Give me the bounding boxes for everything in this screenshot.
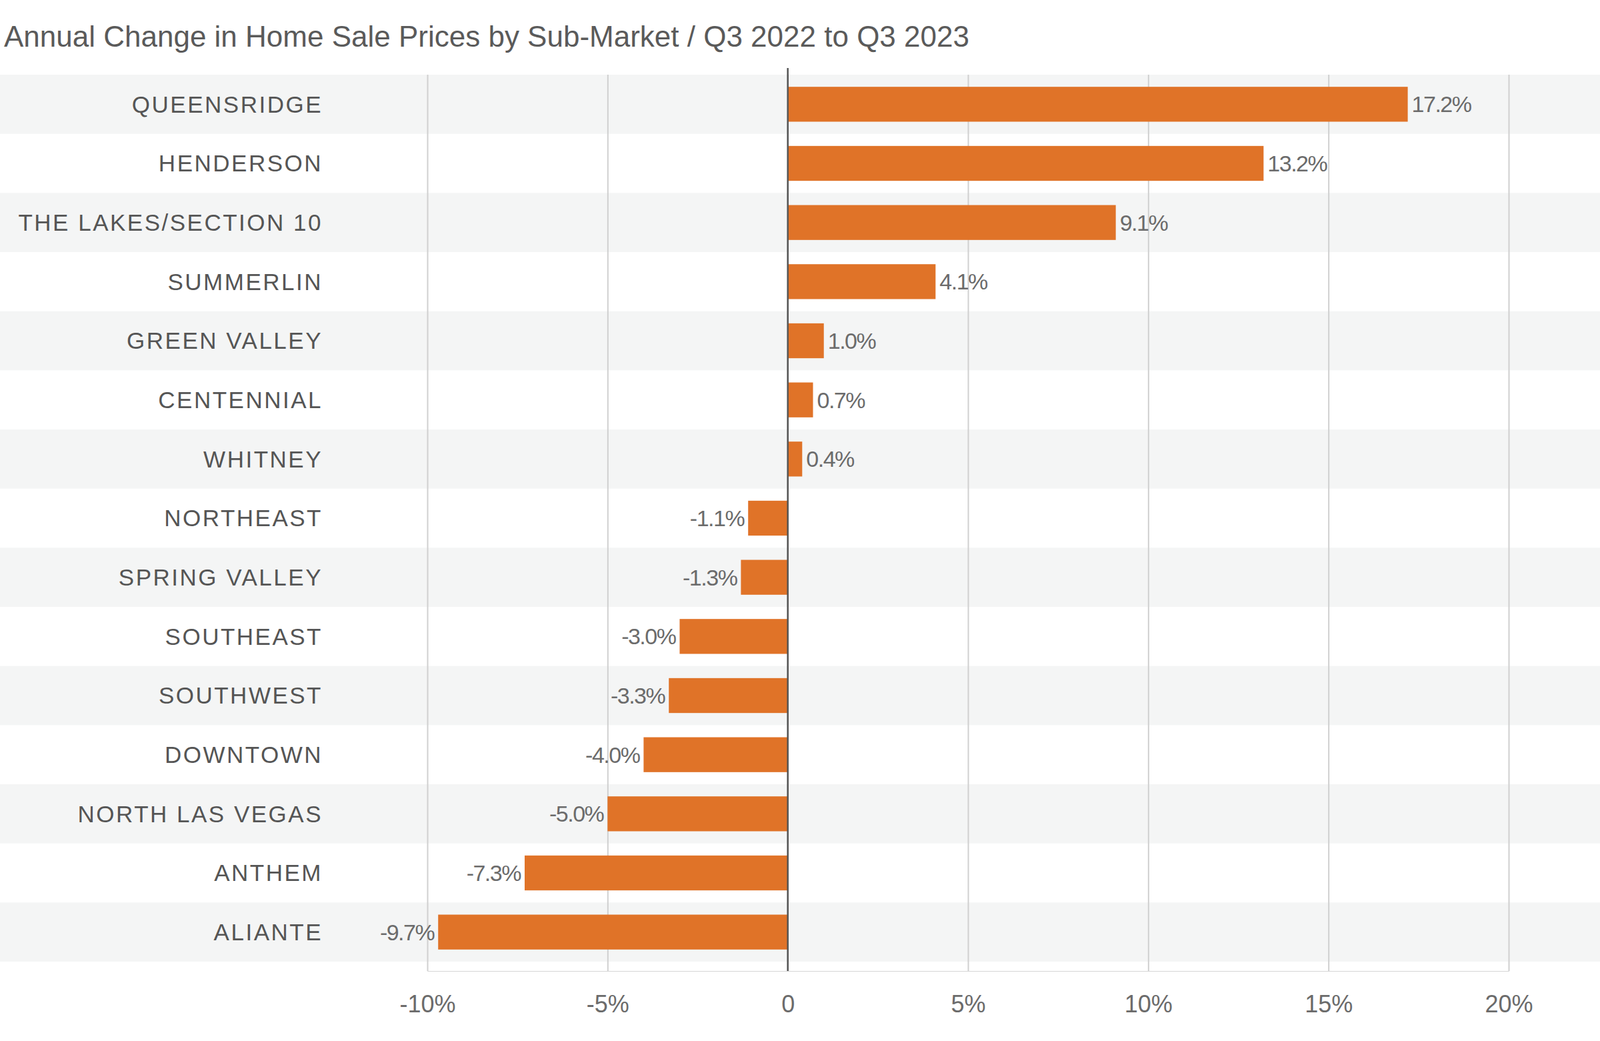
category-label: NORTH LAS VEGAS [77,800,323,827]
data-label: -9.7% [380,919,436,945]
category-label: THE LAKES/SECTION 10 [18,209,323,236]
bar [679,618,788,654]
bar [740,560,788,595]
bar [607,796,788,831]
y-axis: QUEENSRIDGE HENDERSON THE LAKES/SECTION 10… [18,91,323,945]
y-tick: CENTENNIAL [158,386,323,413]
x-tick: 15% [1304,74,1353,1018]
y-tick: THE LAKES/SECTION 10 [18,209,323,236]
category-label: SOUTHEAST [165,623,323,650]
category-label: ANTHEM [214,859,323,886]
y-tick: SUMMERLIN [167,268,323,295]
category-label: SUMMERLIN [167,268,323,295]
x-axis-line [428,74,1510,972]
bars [438,86,1408,950]
y-tick: WHITNEY [203,446,323,472]
y-tick: ALIANTE [214,918,323,945]
grid-line [607,74,609,971]
title: Annual Change in Home Sale Prices by Sub… [4,20,970,53]
data-label: 0.7% [817,387,866,413]
data-labels: 17.2% 13.2% 9.1% 4.1% 1.0% 0.7% 0.4% -1.1% -1.3%… [380,91,1472,944]
y-tick: DOWNTOWN [164,741,323,768]
bar [788,205,1116,240]
y-tick: QUEENSRIDGE [132,91,323,118]
bar [788,264,936,299]
data-label: 1.0% [828,328,877,354]
bar [438,914,788,950]
bar [788,382,814,418]
chart: Annual Change in Home Sale Prices by Sub… [0,0,1600,1041]
x-tick-label: 20% [1484,990,1533,1018]
bar [748,500,788,536]
data-label: -3.3% [610,682,666,708]
row-band [0,192,1600,252]
data-label: -7.3% [466,860,522,886]
data-label: 17.2% [1412,91,1472,117]
category-label: NORTHEAST [164,504,323,531]
row-band [0,784,1600,844]
bar [788,323,824,358]
y-tick: ANTHEM [214,859,323,886]
x-axis: -10% -5% 0 5% 10% 15% 20% [399,74,1533,1018]
bar [788,441,803,476]
y-tick: SOUTHEAST [165,623,323,650]
y-tick: SOUTHWEST [158,682,323,708]
data-label: 13.2% [1267,150,1328,176]
x-tick-label: 5% [950,990,986,1018]
row-bands [0,74,1600,962]
data-label: -1.1% [690,505,746,531]
category-label: HENDERSON [158,150,323,176]
x-tick-label: -10% [399,990,456,1018]
x-tick-label: -5% [586,990,630,1018]
data-label: -3.0% [621,623,677,649]
data-label: 9.1% [1120,210,1169,236]
x-tick: 20% [1484,74,1533,1018]
category-label: ALIANTE [214,918,323,945]
y-tick: HENDERSON [158,150,323,176]
category-label: DOWNTOWN [164,741,323,768]
category-label: WHITNEY [203,446,323,472]
category-label: CENTENNIAL [158,386,323,413]
data-label: -1.3% [682,564,738,590]
bar [788,146,1264,181]
grid-line [427,74,429,971]
row-band [0,902,1600,962]
grid-line [1508,74,1510,971]
x-tick-label: 15% [1304,990,1353,1018]
x-tick-label: 10% [1124,990,1173,1018]
row-band [0,429,1600,489]
bar [788,86,1408,122]
row-band [0,547,1600,607]
data-label: 0.4% [806,446,855,472]
x-tick: -10% [399,74,456,1018]
row-band [0,666,1600,726]
data-label: -4.0% [585,742,641,768]
category-label: SPRING VALLEY [118,564,323,590]
zero-line [786,68,789,971]
bar [643,737,788,772]
bar [668,678,788,713]
category-label: QUEENSRIDGE [132,91,323,118]
y-tick: SPRING VALLEY [118,564,323,590]
category-label: GREEN VALLEY [126,327,323,354]
row-band [0,74,1600,134]
row-band [0,311,1600,371]
y-tick: GREEN VALLEY [126,327,323,354]
data-label: -5.0% [549,800,605,826]
category-label: SOUTHWEST [158,682,323,708]
y-tick: NORTHEAST [164,504,323,531]
bar [524,855,788,890]
data-label: 4.1% [939,268,988,294]
grid-line [1328,74,1330,971]
x-tick-label: 0 [781,990,795,1018]
y-tick: NORTH LAS VEGAS [77,800,323,827]
